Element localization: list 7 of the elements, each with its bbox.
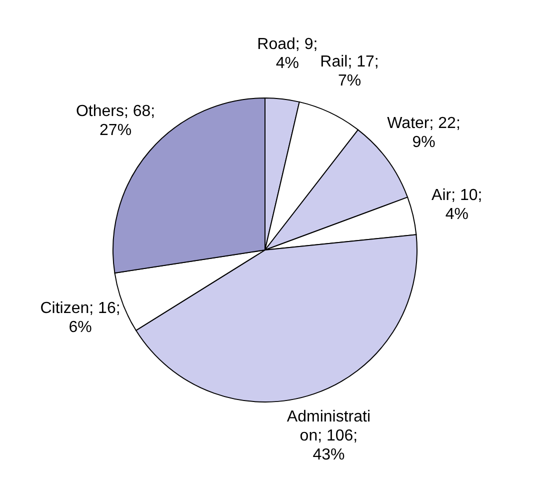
- slice-label: Citizen; 16; 6%: [40, 300, 120, 336]
- slice-label: Rail; 17; 7%: [320, 54, 379, 90]
- slice-label: Road; 9; 4%: [257, 36, 318, 72]
- slice-label: Air; 10; 4%: [432, 187, 482, 224]
- slice-label: Others; 68; 27%: [76, 103, 156, 140]
- slice-label: Water; 22; 9%: [387, 115, 460, 152]
- slice-label: Administration; 106; 43%: [286, 408, 371, 464]
